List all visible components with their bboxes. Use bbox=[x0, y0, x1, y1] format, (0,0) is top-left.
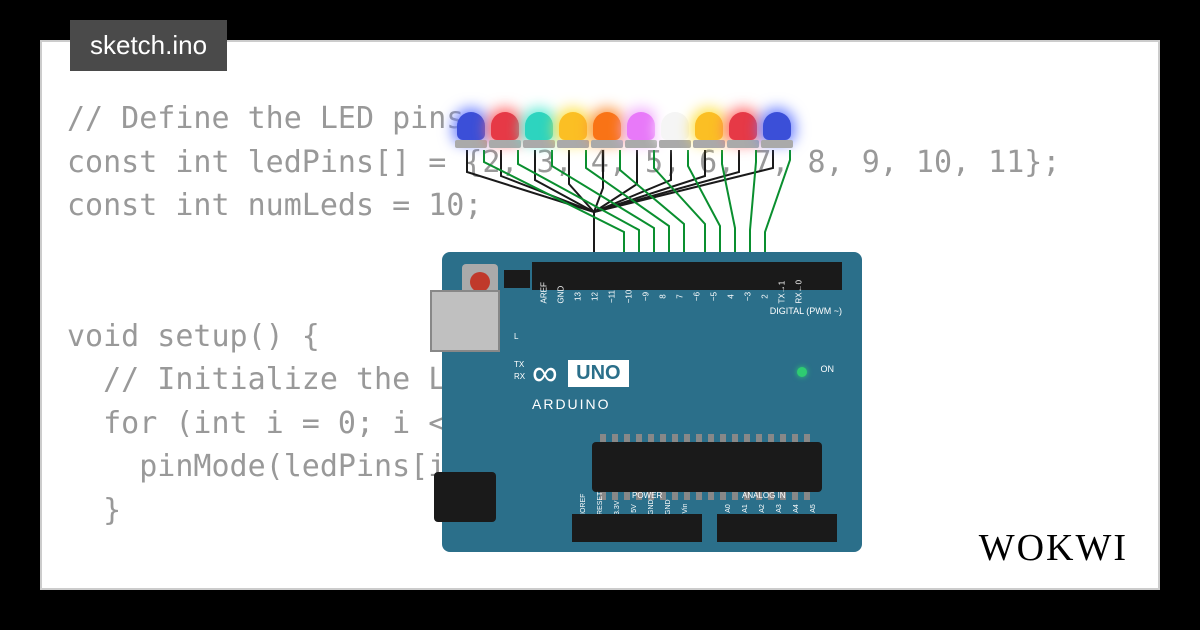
board-logo: ∞ UNO ARDUINO bbox=[532, 352, 629, 412]
led-row bbox=[457, 112, 791, 150]
pin-label: 8 bbox=[659, 290, 668, 304]
tx-label: TX bbox=[514, 360, 524, 369]
pin-label: ~5 bbox=[710, 290, 719, 304]
power-pin-labels: IOREFRESET3.3V5VGNDGNDVin bbox=[577, 505, 692, 512]
led-7[interactable] bbox=[695, 112, 723, 150]
pin-label: ~11 bbox=[608, 290, 617, 304]
analog-label: ANALOG IN bbox=[742, 491, 786, 500]
on-label: ON bbox=[821, 364, 835, 374]
usb-port bbox=[430, 290, 500, 352]
brand-logo: WOKWI bbox=[979, 526, 1128, 570]
l-label: L bbox=[514, 332, 518, 341]
pin-label: 12 bbox=[591, 290, 600, 304]
led-0[interactable] bbox=[457, 112, 485, 150]
pin-label: 7 bbox=[676, 290, 685, 304]
pin-label: TX→1 bbox=[778, 290, 787, 304]
led-4[interactable] bbox=[593, 112, 621, 150]
board-brand: ARDUINO bbox=[532, 396, 629, 412]
simulation-canvas[interactable]: AREF GND 13 12 ~11 ~10 ~9 87 ~6 ~5 4 ~3 2 TX→1 RX←0 DI… bbox=[412, 102, 892, 562]
icsp-header bbox=[504, 270, 530, 288]
power-header bbox=[572, 514, 702, 542]
analog-header bbox=[717, 514, 837, 542]
rx-label: RX bbox=[514, 372, 525, 381]
board-model: UNO bbox=[568, 360, 628, 387]
led-6[interactable] bbox=[661, 112, 689, 150]
pin-label: 2 bbox=[761, 290, 770, 304]
led-5[interactable] bbox=[627, 112, 655, 150]
pin-label: ~10 bbox=[625, 290, 634, 304]
led-2[interactable] bbox=[525, 112, 553, 150]
led-8[interactable] bbox=[729, 112, 757, 150]
infinity-icon: ∞ bbox=[532, 352, 558, 394]
atmega-chip bbox=[592, 442, 822, 492]
pin-label: AREF bbox=[540, 290, 549, 304]
pin-label: ~6 bbox=[693, 290, 702, 304]
pin-label: GND bbox=[557, 290, 566, 304]
editor-frame: // Define the LED pins const int ledPins… bbox=[40, 40, 1160, 590]
analog-pin-labels: A0A1A2A3A4A5 bbox=[722, 505, 820, 512]
led-9[interactable] bbox=[763, 112, 791, 150]
pin-label: RX←0 bbox=[795, 290, 804, 304]
power-jack bbox=[434, 472, 496, 522]
digital-pin-labels: AREF GND 13 12 ~11 ~10 ~9 87 ~6 ~5 4 ~3 2 TX→1 RX←0 bbox=[537, 292, 806, 301]
pin-label: ~9 bbox=[642, 290, 651, 304]
led-3[interactable] bbox=[559, 112, 587, 150]
file-tab[interactable]: sketch.ino bbox=[70, 20, 227, 71]
led-1[interactable] bbox=[491, 112, 519, 150]
pin-label: ~3 bbox=[744, 290, 753, 304]
pin-label: 13 bbox=[574, 290, 583, 304]
digital-label: DIGITAL (PWM ~) bbox=[770, 306, 842, 316]
power-led-icon bbox=[797, 367, 807, 377]
arduino-board[interactable]: AREF GND 13 12 ~11 ~10 ~9 87 ~6 ~5 4 ~3 2 TX→1 RX←0 DI… bbox=[442, 252, 862, 552]
pin-label: 4 bbox=[727, 290, 736, 304]
file-tab-label: sketch.ino bbox=[90, 30, 207, 60]
